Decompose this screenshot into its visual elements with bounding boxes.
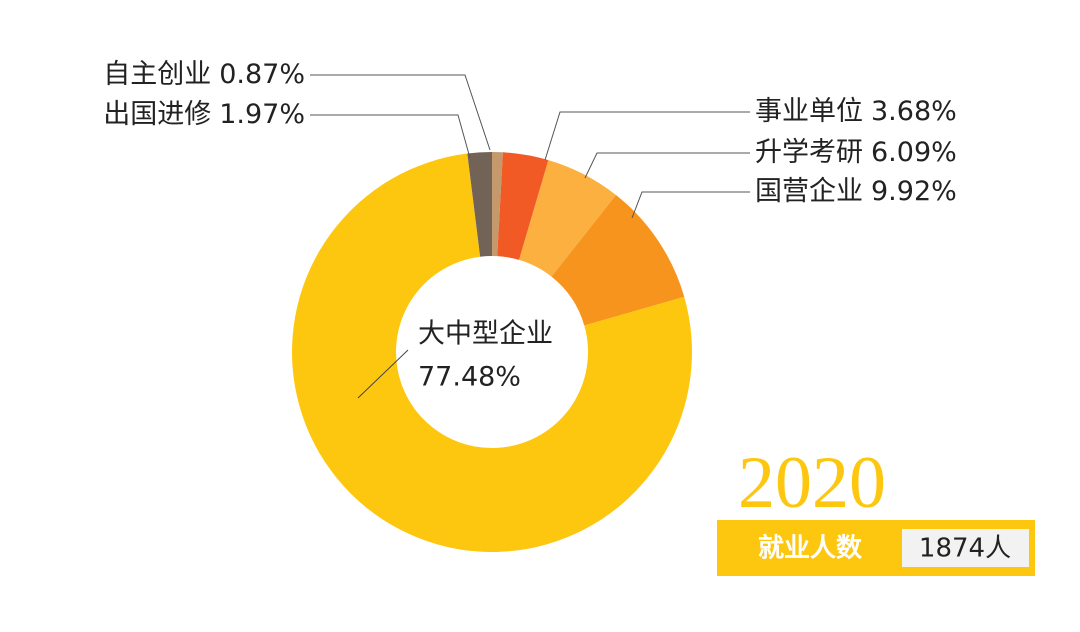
label-value: 6.09%	[871, 137, 957, 168]
label-value: 1.97%	[219, 99, 305, 130]
leader-line	[357, 349, 409, 399]
year: 2020	[738, 442, 886, 524]
slice-label: 事业单位 3.68%	[755, 96, 957, 127]
slice	[497, 152, 549, 260]
count-box	[902, 529, 1029, 567]
label-value: 3.68%	[871, 96, 957, 127]
label-value: 9.92%	[871, 176, 957, 207]
slice-label: 国营企业 9.92%	[755, 176, 957, 207]
summary-count: 1874人	[919, 534, 1011, 564]
leader-line	[310, 114, 471, 159]
slice	[467, 152, 492, 257]
slice	[551, 195, 685, 326]
label-category: 出国进修	[103, 99, 211, 130]
labels: 自主创业 0.87% 事业单位 3.68% 升学考研 6.09% 国营企业 9.92% 大中型企…	[103, 59, 957, 399]
leader-line	[544, 111, 750, 161]
donut	[292, 152, 692, 553]
leader-line	[584, 152, 750, 179]
label-category: 事业单位	[755, 96, 863, 127]
leader-line	[310, 74, 491, 151]
leader-line	[631, 191, 750, 219]
slice-label: 出国进修 1.97%	[103, 99, 305, 130]
summary-label: 就业人数	[758, 534, 863, 564]
center-value: 77.48%	[418, 362, 521, 393]
slice	[519, 160, 616, 277]
slice-label: 自主创业 0.87%	[103, 59, 305, 90]
label-value: 0.87%	[219, 59, 305, 90]
center-category: 大中型企业	[418, 319, 553, 350]
label-category: 国营企业	[755, 176, 863, 207]
label-category: 升学考研	[755, 137, 863, 168]
slice	[492, 152, 503, 257]
slice	[292, 153, 692, 553]
slice-label: 升学考研 6.09%	[755, 137, 957, 168]
label-category: 自主创业	[103, 59, 211, 90]
